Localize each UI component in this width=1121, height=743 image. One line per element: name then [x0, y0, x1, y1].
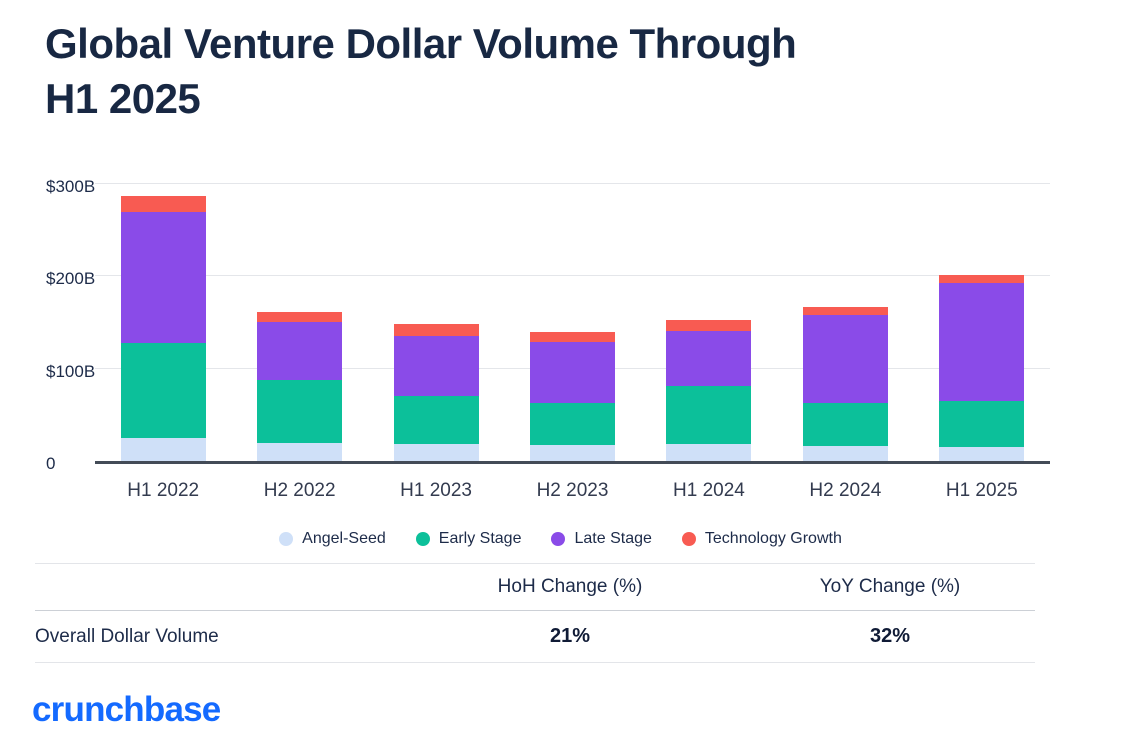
stacked-bar-chart: 0 $100B $200B $300B H1 2022 H2 2022 H1 2023 H2 … — [0, 172, 1121, 517]
bar-segment-technology-growth — [257, 312, 343, 322]
bar-segment-early-stage — [393, 396, 479, 445]
chart-legend: Angel-Seed Early Stage Late Stage Technolog… — [0, 530, 1121, 548]
x-axis-label-h2-2024: H2 2024 — [809, 480, 882, 501]
bar-segment-early-stage — [666, 386, 752, 445]
bar-segment-angel-seed — [530, 445, 615, 461]
bar-h2-2024 — [802, 306, 888, 461]
bar-segment-late-stage — [666, 330, 752, 387]
legend-item-technology-growth: Technology Growth — [681, 530, 842, 548]
bar-h1-2022 — [120, 196, 206, 461]
y-axis-label-100: $100B — [46, 361, 96, 381]
plot-area — [95, 183, 1050, 464]
bar-segment-technology-growth — [802, 306, 888, 316]
bar-segment-angel-seed — [666, 444, 752, 461]
table-header-empty — [35, 563, 395, 611]
bar-segment-early-stage — [939, 401, 1025, 448]
bar-segment-angel-seed — [939, 447, 1025, 461]
bar-h1-2023 — [393, 324, 479, 461]
crunchbase-logo: crunchbase — [32, 690, 221, 729]
bar-segment-late-stage — [530, 341, 615, 403]
bar-segment-early-stage — [530, 402, 615, 446]
y-axis-label-300: $300B — [46, 177, 96, 196]
bar-segment-late-stage — [393, 336, 479, 397]
legend-dot-late-stage — [551, 532, 566, 546]
x-axis-label-h2-2023: H2 2023 — [536, 480, 609, 501]
bar-segment-technology-growth — [666, 319, 752, 331]
bar-segment-late-stage — [802, 315, 888, 403]
table-row-label: Overall Dollar Volume — [35, 611, 395, 663]
bar-segment-late-stage — [257, 321, 343, 380]
legend-label-late-stage: Late Stage — [574, 530, 652, 547]
table-value-yoy: 32% — [745, 611, 1035, 663]
bar-h1-2025 — [939, 274, 1025, 461]
gridline-200 — [95, 275, 1050, 277]
table-header-hoh-change: HoH Change (%) — [395, 563, 745, 611]
table-header-yoy-change: YoY Change (%) — [745, 563, 1035, 611]
bar-segment-angel-seed — [802, 446, 888, 461]
bar-segment-technology-growth — [530, 331, 615, 342]
table-value-hoh: 21% — [395, 611, 745, 663]
legend-dot-early-stage — [415, 532, 430, 546]
legend-label-angel-seed: Angel-Seed — [302, 530, 386, 547]
legend-label-technology-growth: Technology Growth — [704, 530, 842, 547]
x-axis-label-h1-2022: H1 2022 — [127, 480, 200, 501]
legend-dot-angel-seed — [279, 532, 294, 546]
bar-segment-angel-seed — [257, 442, 343, 461]
x-axis-label-h1-2025: H1 2025 — [945, 480, 1018, 501]
bar-segment-angel-seed — [393, 444, 479, 461]
page-title: Global Venture Dollar Volume Through H1 … — [45, 16, 797, 127]
bar-segment-late-stage — [939, 282, 1025, 401]
bar-segment-angel-seed — [120, 437, 206, 461]
page-title-line-1: Global Venture Dollar Volume Through — [45, 20, 797, 67]
bar-segment-early-stage — [802, 402, 888, 447]
summary-table: HoH Change (%) YoY Change (%) Overall Do… — [35, 563, 1035, 663]
bar-segment-technology-growth — [393, 324, 479, 337]
x-axis-label-h2-2022: H2 2022 — [263, 480, 336, 501]
legend-label-early-stage: Early Stage — [438, 530, 522, 547]
bar-segment-late-stage — [120, 211, 206, 343]
legend-dot-technology-growth — [681, 532, 696, 546]
bar-h2-2023 — [530, 331, 615, 461]
legend-item-late-stage: Late Stage — [551, 530, 652, 548]
x-axis-label-h1-2023: H1 2023 — [400, 480, 472, 501]
x-axis-label-h1-2024: H1 2024 — [673, 480, 745, 501]
legend-item-angel-seed: Angel-Seed — [279, 530, 386, 548]
page-title-line-2: H1 2025 — [45, 75, 201, 123]
bar-segment-early-stage — [257, 379, 343, 443]
legend-item-early-stage: Early Stage — [415, 530, 522, 548]
y-axis-label-0: 0 — [46, 454, 56, 473]
bar-segment-technology-growth — [939, 274, 1025, 283]
y-axis-label-200: $200B — [46, 269, 96, 289]
bar-segment-early-stage — [120, 342, 206, 438]
bar-segment-technology-growth — [120, 196, 206, 212]
bar-h1-2024 — [666, 319, 752, 461]
bar-h2-2022 — [257, 312, 343, 461]
gridline-300 — [95, 183, 1050, 184]
